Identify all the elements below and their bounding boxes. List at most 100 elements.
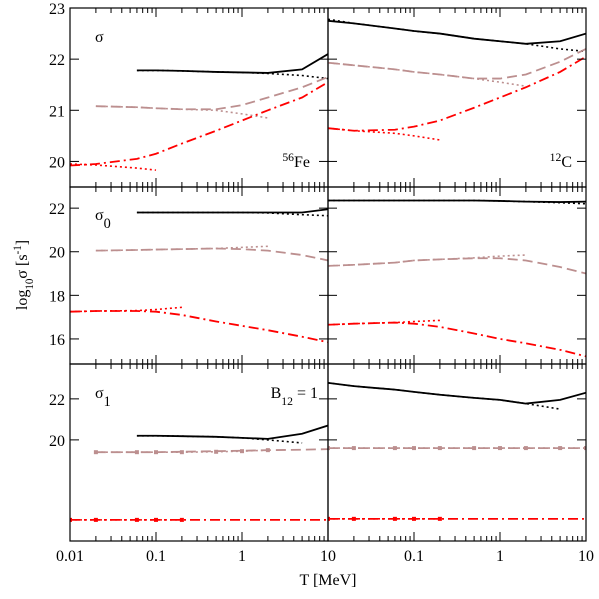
series-line (328, 382, 561, 410)
series-line (328, 199, 586, 203)
x-tick-label: 1 (496, 548, 504, 565)
plot-area (328, 381, 586, 521)
series-line (136, 53, 328, 74)
marker (558, 446, 563, 451)
series-line (328, 127, 441, 141)
x-tick-label: 10 (578, 548, 594, 565)
marker (93, 450, 98, 455)
marker (392, 446, 397, 451)
frame (327, 186, 587, 365)
text-part: log (14, 290, 31, 310)
y-tick-label: 21 (49, 103, 65, 120)
marker (412, 446, 416, 451)
marker (392, 516, 397, 521)
text-part: C (561, 154, 572, 171)
series-line (328, 61, 527, 88)
series-line (328, 199, 586, 205)
x-axis-label: T [MeV] (299, 572, 356, 589)
marker (412, 516, 416, 521)
x-tick-label: 0.01 (56, 548, 84, 565)
frame (327, 363, 587, 542)
marker (154, 517, 158, 522)
plot-area (70, 53, 328, 171)
text-part: σ (95, 385, 104, 402)
series-line (70, 163, 157, 171)
marker (437, 446, 442, 451)
text-part: σ (95, 29, 104, 46)
y-tick-label: 20 (49, 245, 65, 262)
text-part: 10 (24, 278, 36, 290)
marker (179, 517, 184, 522)
panel: 0.1 1 10 (327, 363, 594, 565)
panel (327, 186, 587, 365)
text-part: 12 (550, 151, 562, 164)
frame (327, 7, 587, 188)
x-tick-label: 1 (238, 548, 246, 565)
panel: 16 18 20 22 σ0 log10σ [s-1] (12, 186, 329, 365)
annotation: σ0 (95, 207, 111, 232)
marker (214, 449, 219, 454)
marker (240, 449, 244, 454)
marker (498, 446, 502, 451)
text-part: ] (14, 240, 31, 245)
text-part: 12 (281, 395, 293, 408)
marker (134, 450, 139, 455)
panel: 12C (327, 7, 587, 188)
marker (134, 517, 139, 522)
marker (154, 450, 158, 455)
y-tick-label: 16 (49, 332, 65, 349)
marker (523, 446, 528, 451)
text-part: B (271, 385, 282, 402)
y-tick-label: 18 (49, 288, 65, 305)
text-part: σ [s (14, 254, 31, 278)
x-tick-label: 0.1 (146, 548, 166, 565)
text-part: -1 (12, 245, 24, 254)
marker (328, 446, 330, 451)
series-line (136, 434, 303, 444)
annotation: B12 = 1 (271, 385, 318, 408)
annotation: σ1 (95, 385, 111, 410)
plot-area (328, 199, 586, 358)
series-line (136, 208, 328, 214)
y-tick-label: 22 (49, 52, 65, 69)
y-tick-label: 22 (49, 201, 65, 218)
y-tick-label: 22 (49, 392, 65, 409)
series-line (136, 424, 328, 440)
frame (69, 186, 329, 365)
y-tick-label: 20 (49, 154, 65, 171)
series-line (328, 257, 586, 275)
series-line (70, 310, 328, 344)
marker (328, 516, 330, 521)
series-line (95, 247, 328, 262)
series-line (70, 306, 182, 313)
x-tick-label: 0.1 (404, 548, 424, 565)
series-line (328, 48, 586, 80)
series-line (328, 19, 586, 45)
panel: 20 21 22 23 σ 56Fe (49, 1, 329, 188)
series-line (70, 81, 328, 167)
y-axis-label: log10σ [s-1] (12, 240, 36, 310)
plot-area (328, 18, 586, 141)
text-part: 0 (104, 216, 111, 232)
plot-area (70, 208, 328, 344)
series-line (95, 105, 269, 119)
series-line (328, 18, 586, 53)
text-part: = 1 (293, 385, 318, 402)
marker (93, 517, 98, 522)
text-part: 56 (282, 151, 294, 164)
annotation: σ (95, 29, 104, 46)
y-tick-label: 23 (49, 1, 65, 18)
marker (351, 446, 356, 451)
y-tick-label: 20 (49, 433, 65, 450)
plot-area (70, 424, 328, 522)
series-line (136, 69, 328, 80)
marker (265, 448, 270, 453)
text-part: T [MeV] (299, 572, 356, 589)
series-line (95, 245, 268, 252)
marker (472, 446, 477, 451)
marker (351, 516, 356, 521)
frame (69, 363, 329, 542)
series-line (328, 381, 586, 405)
